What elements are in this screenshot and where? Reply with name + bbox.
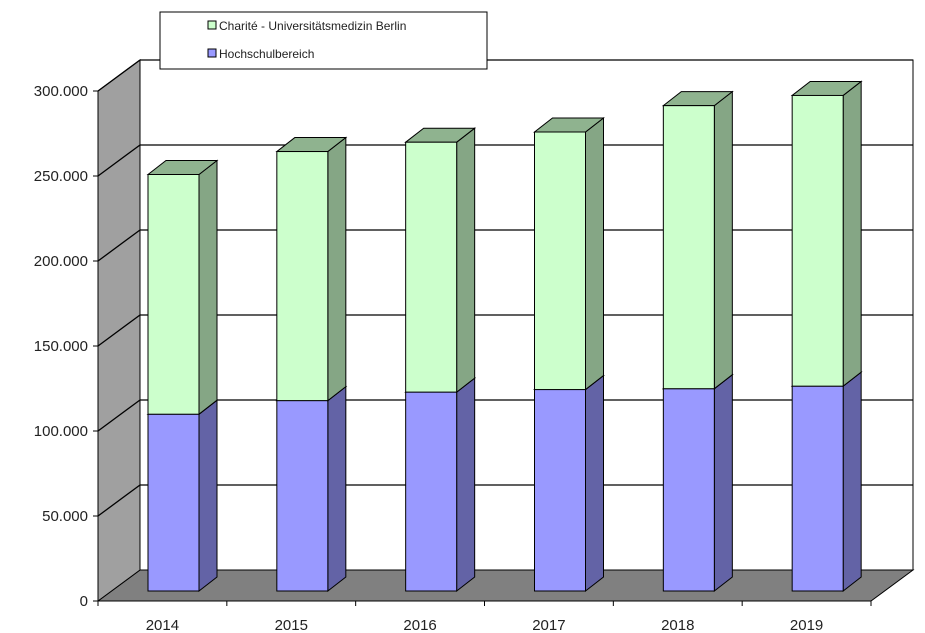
y-axis-ticks: 0 50.000 100.000 150.000 200.000 250.000 300.0… — [34, 83, 98, 610]
bar-front-face — [276, 400, 329, 592]
bar-2016-charite — [404, 127, 477, 394]
gridline-side — [97, 59, 141, 92]
x-axis-ticks: 2014 2015 2016 2017 2018 2019 — [97, 601, 872, 633]
bar-2016-hochschulbereich — [404, 377, 477, 593]
bar-front-face — [791, 94, 844, 387]
legend-label-charite: Charité - Universitätsmedizin Berlin — [219, 19, 406, 33]
x-tick-label: 2018 — [661, 617, 694, 633]
bar-side-face — [327, 385, 347, 593]
bar-side-face — [198, 159, 218, 416]
bar-front-face — [147, 174, 200, 415]
y-tick-label: 200.000 — [34, 253, 88, 270]
gridline-side — [97, 484, 141, 517]
bar-2018-hochschulbereich — [661, 373, 734, 593]
bar-side-face — [585, 374, 604, 593]
gridline-side — [97, 399, 141, 432]
x-tick-label: 2019 — [790, 617, 823, 633]
x-tick-label: 2014 — [146, 617, 179, 633]
bar-front-face — [791, 385, 844, 592]
bar-side-face — [842, 80, 862, 388]
bar-side-face — [585, 116, 604, 391]
bar-front-face — [405, 391, 458, 592]
bar-side-face — [327, 136, 347, 402]
bar-side-face — [713, 373, 733, 593]
x-tick-label: 2016 — [403, 617, 436, 633]
bar-2015-charite — [275, 136, 348, 402]
bar-side-face — [456, 127, 476, 394]
bar-2015-hochschulbereich — [275, 385, 348, 593]
x-tick-label: 2015 — [275, 617, 308, 633]
gridline-side — [97, 314, 141, 347]
bar-2014-hochschulbereich — [146, 399, 219, 593]
bar-2017-charite — [533, 116, 605, 391]
y-tick-label: 50.000 — [42, 508, 88, 525]
bar-front-face — [276, 151, 329, 402]
legend: Charité - Universitätsmedizin Berlin Hoc… — [159, 11, 488, 70]
bar-side-face — [456, 377, 476, 593]
bar-2014-charite — [146, 159, 219, 416]
y-tick-label: 0 — [80, 593, 88, 610]
x-tick-label: 2017 — [532, 617, 565, 633]
bar-2019-charite — [790, 80, 863, 388]
y-tick-label: 300.000 — [34, 83, 88, 100]
bar-side-face — [713, 90, 733, 390]
chart-floor — [96, 569, 915, 602]
bar-front-face — [662, 388, 715, 592]
gridline-side — [97, 229, 141, 262]
legend-swatch-charite — [207, 20, 217, 30]
bar-2018-charite — [661, 90, 734, 390]
bar-front-face — [405, 141, 458, 393]
bars — [146, 80, 863, 593]
bar-2019-hochschulbereich — [790, 371, 863, 593]
gridline-side — [97, 144, 141, 177]
bar-front-face — [534, 131, 586, 391]
y-tick-label: 150.000 — [34, 338, 88, 355]
bar-side-face — [842, 371, 862, 593]
bar-side-face — [198, 399, 218, 593]
bar-front-face — [534, 389, 586, 592]
bar-front-face — [147, 413, 200, 592]
bar-front-face — [662, 105, 715, 390]
bar-2017-hochschulbereich — [533, 374, 605, 593]
legend-label-hochschulbereich: Hochschulbereich — [219, 47, 314, 61]
legend-swatch-hochschulbereich — [207, 48, 217, 58]
y-tick-label: 100.000 — [34, 423, 88, 440]
y-tick-label: 250.000 — [34, 168, 88, 185]
